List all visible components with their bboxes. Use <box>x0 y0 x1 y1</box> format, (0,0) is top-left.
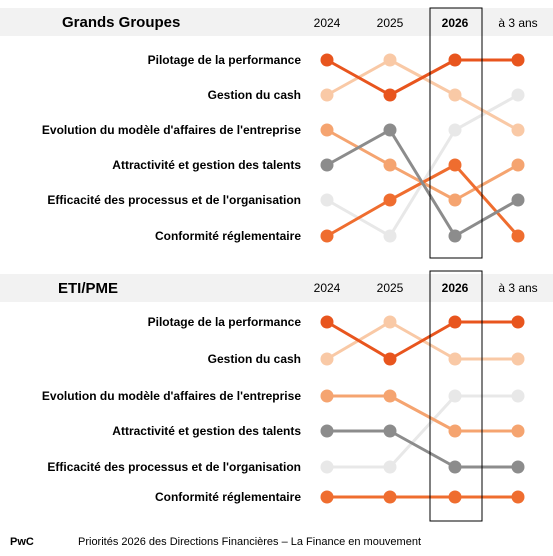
series-point-2024 <box>320 460 334 474</box>
series-point-2024 <box>320 490 334 504</box>
series-point-a-3-ans <box>511 123 525 137</box>
row-label-pilotage-de-la-performance: Pilotage de la performance <box>148 315 302 329</box>
series-point-2026 <box>448 424 462 438</box>
header-band <box>0 274 553 302</box>
row-label-attractivite-et-gestion-des-talents: Attractivité et gestion des talents <box>112 158 301 172</box>
series-point-2024 <box>320 229 334 243</box>
year-label-a-3-ans: à 3 ans <box>498 16 537 30</box>
series-point-2026 <box>448 123 462 137</box>
series-point-a-3-ans <box>511 424 525 438</box>
series-point-a-3-ans <box>511 490 525 504</box>
series-line <box>327 394 518 433</box>
series-point-2026 <box>448 158 462 172</box>
series-point-2025 <box>383 193 397 207</box>
series-point-2024 <box>320 158 334 172</box>
series-point-2025 <box>383 88 397 102</box>
panel-2: ETI/PME 2024 2025 2026 à 3 ans Pilotage de la… <box>0 270 553 522</box>
row-label-efficacite-des-processus-et-de-l-organisation: Efficacité des processus et de l'organis… <box>47 460 301 474</box>
series-point-2025 <box>383 424 397 438</box>
series-point-2024 <box>320 123 334 137</box>
row-label-evolution-du-modele-d-affaires-de-l-entreprise: Evolution du modèle d'affaires de l'entr… <box>42 123 301 137</box>
footer-brand: PwC <box>10 536 34 548</box>
row-label-gestion-du-cash: Gestion du cash <box>208 88 301 102</box>
series-point-a-3-ans <box>511 315 525 329</box>
series-point-2025 <box>383 53 397 67</box>
series-evolution-du-modele-d-affaires-de-l-entreprise <box>320 88 525 243</box>
series-point-2026 <box>448 460 462 474</box>
series-pilotage-de-la-performance <box>320 53 525 102</box>
series-point-2025 <box>383 389 397 403</box>
series-point-2026 <box>448 389 462 403</box>
year-label-2026: 2026 <box>442 281 469 295</box>
series-point-2026 <box>448 490 462 504</box>
series-attractivite-et-gestion-des-talents <box>320 123 525 243</box>
year-label-2025: 2025 <box>377 16 404 30</box>
series-point-2025 <box>383 229 397 243</box>
series-point-2024 <box>320 424 334 438</box>
series-point-2024 <box>320 88 334 102</box>
series-point-2026 <box>448 53 462 67</box>
panel-title: ETI/PME <box>58 280 118 297</box>
series-line <box>326 58 519 132</box>
series-point-2025 <box>383 490 397 504</box>
series-evolution-du-modele-d-affaires-de-l-entreprise <box>320 389 525 474</box>
series-point-2025 <box>383 158 397 172</box>
series-point-2024 <box>320 352 334 366</box>
highlight-column-box <box>429 7 483 259</box>
series-point-2026 <box>448 315 462 329</box>
series-conformite-reglementaire <box>320 490 525 504</box>
series-point-a-3-ans <box>511 229 525 243</box>
series-line <box>326 128 519 202</box>
panel-1: Grands Groupes 2024 2025 2026 à 3 ans Pilotag… <box>0 7 553 259</box>
footer-caption: Priorités 2026 des Directions Financière… <box>78 536 422 548</box>
row-label-conformite-reglementaire: Conformité réglementaire <box>155 229 301 243</box>
series-line <box>326 163 520 238</box>
row-label-conformite-reglementaire: Conformité réglementaire <box>155 490 301 504</box>
panel-title: Grands Groupes <box>62 14 180 31</box>
series-point-2026 <box>448 88 462 102</box>
series-point-a-3-ans <box>511 53 525 67</box>
series-point-2024 <box>320 389 334 403</box>
series-point-2026 <box>448 352 462 366</box>
row-label-attractivite-et-gestion-des-talents: Attractivité et gestion des talents <box>112 424 301 438</box>
series-point-2024 <box>320 193 334 207</box>
row-label-gestion-du-cash: Gestion du cash <box>208 352 301 366</box>
series-point-2024 <box>320 315 334 329</box>
series-point-2025 <box>383 315 397 329</box>
series-line <box>327 429 518 469</box>
year-label-2025: 2025 <box>377 281 404 295</box>
series-point-2026 <box>448 193 462 207</box>
year-label-2026: 2026 <box>442 16 469 30</box>
header-band <box>0 8 553 36</box>
row-label-evolution-du-modele-d-affaires-de-l-entreprise: Evolution du modèle d'affaires de l'entr… <box>42 389 301 403</box>
series-point-a-3-ans <box>511 88 525 102</box>
series-point-a-3-ans <box>511 158 525 172</box>
series-point-2025 <box>383 352 397 366</box>
year-label-2024: 2024 <box>314 16 341 30</box>
year-label-a-3-ans: à 3 ans <box>498 281 537 295</box>
series-attractivite-et-gestion-des-talents <box>320 424 525 474</box>
series-point-a-3-ans <box>511 352 525 366</box>
series-pilotage-de-la-performance <box>320 315 525 366</box>
series-efficacite-des-processus-et-de-l-organisation <box>320 123 525 207</box>
series-line <box>326 128 519 238</box>
row-label-pilotage-de-la-performance: Pilotage de la performance <box>148 53 302 67</box>
series-point-a-3-ans <box>511 389 525 403</box>
series-line <box>326 320 518 361</box>
series-point-2024 <box>320 53 334 67</box>
series-gestion-du-cash <box>320 53 525 137</box>
series-point-2025 <box>383 460 397 474</box>
series-line <box>326 58 518 97</box>
series-point-2025 <box>383 123 397 137</box>
series-efficacite-des-processus-et-de-l-organisation <box>320 389 525 438</box>
series-point-a-3-ans <box>511 460 525 474</box>
highlight-column-box <box>429 270 483 522</box>
row-label-efficacite-des-processus-et-de-l-organisation: Efficacité des processus et de l'organis… <box>47 193 301 207</box>
year-label-2024: 2024 <box>314 281 341 295</box>
series-conformite-reglementaire <box>320 158 525 243</box>
series-point-2026 <box>448 229 462 243</box>
series-line <box>327 394 518 469</box>
series-point-a-3-ans <box>511 193 525 207</box>
